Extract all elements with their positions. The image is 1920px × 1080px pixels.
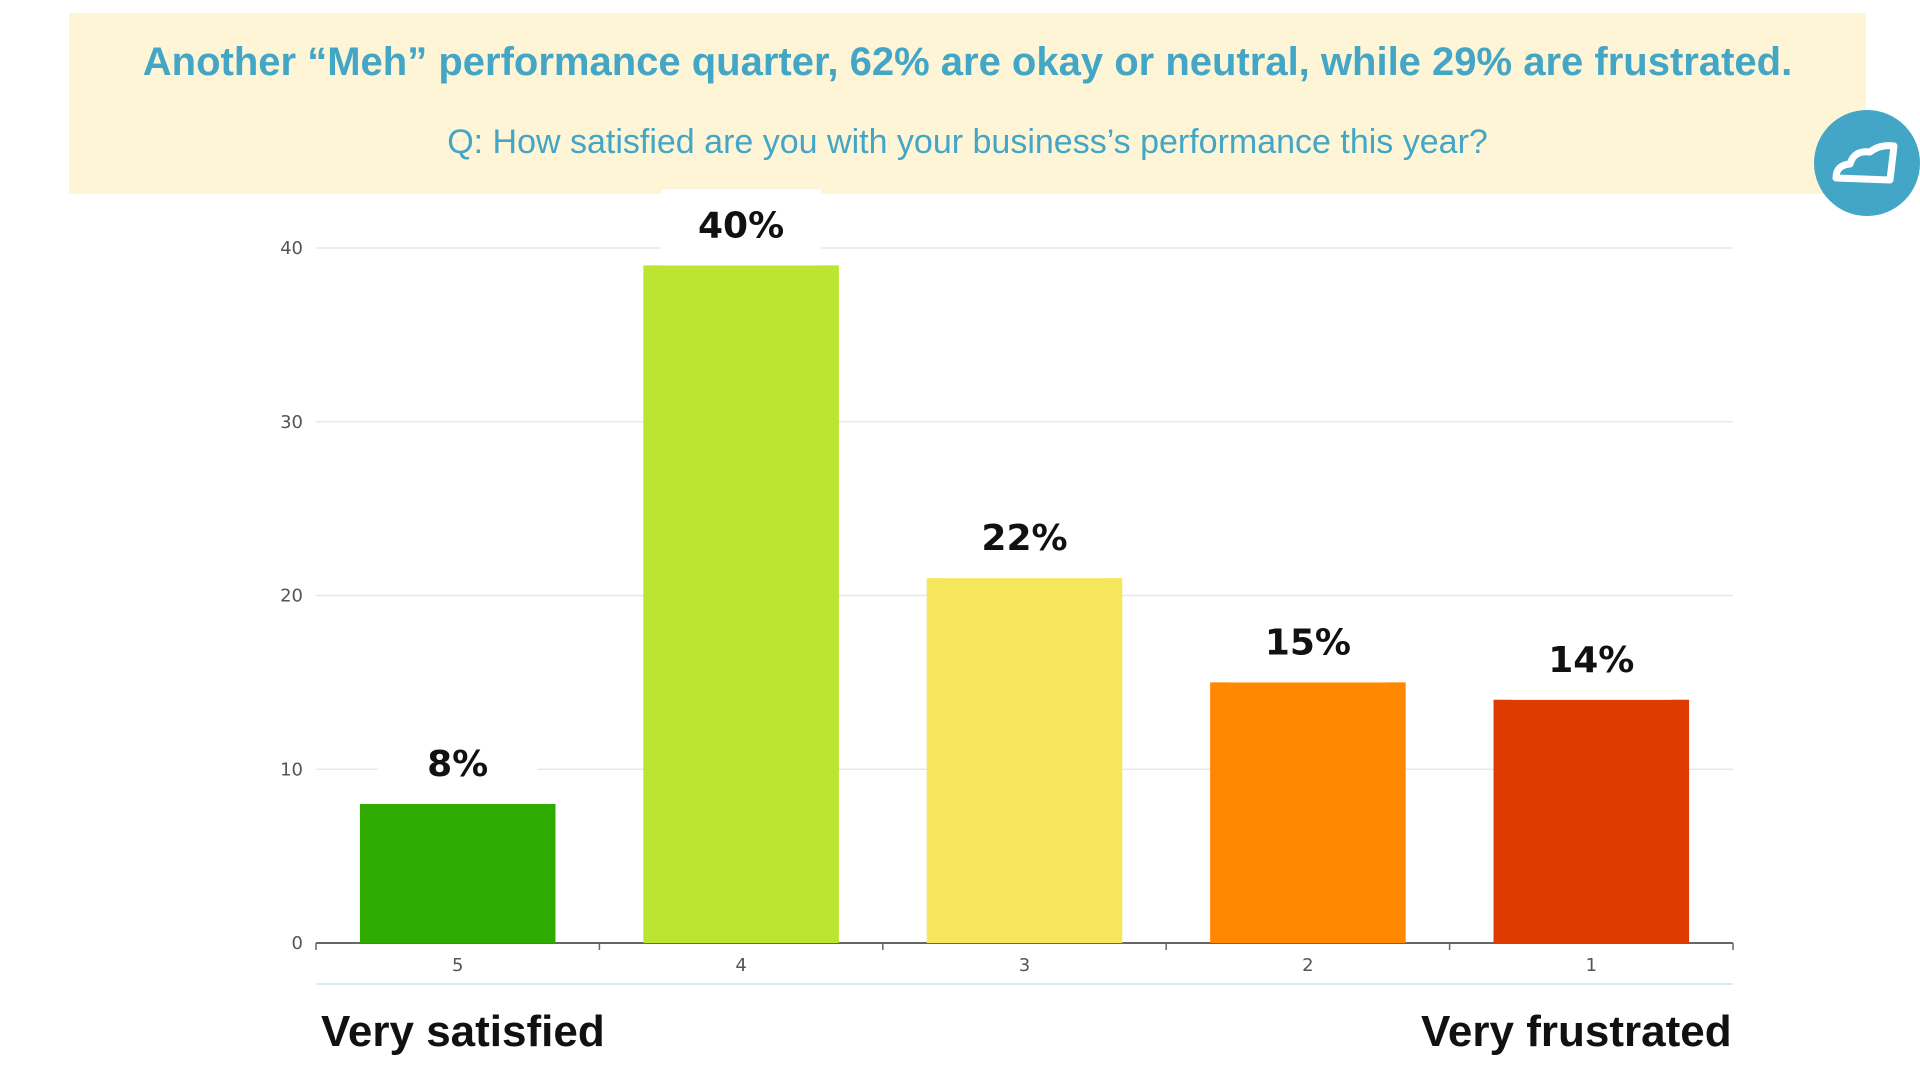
bars	[359, 265, 1690, 943]
y-tick-label: 40	[280, 238, 303, 259]
survey-question: Q: How satisfied are you with your busin…	[447, 123, 1488, 161]
data-label-background	[1227, 606, 1388, 683]
bar-1	[1493, 699, 1690, 943]
data-label: 40%	[698, 205, 784, 246]
bar-2	[1210, 682, 1406, 943]
data-label: 15%	[1265, 622, 1351, 663]
bar-4	[643, 265, 839, 943]
bar-3	[926, 578, 1123, 943]
y-tick-label: 10	[280, 759, 303, 780]
y-tick-label: 0	[292, 933, 303, 954]
data-label-background	[661, 189, 822, 266]
data-labels: 8% 40% 22% 15% 14%	[377, 189, 1672, 804]
scale-label-left: Very satisfied	[321, 1007, 605, 1056]
x-tick-label: 2	[1302, 955, 1313, 976]
y-tick-label: 20	[280, 586, 303, 607]
cloud-icon	[1814, 110, 1920, 216]
data-label: 8%	[427, 744, 488, 785]
data-label-background	[944, 502, 1105, 579]
x-tick-label: 4	[735, 955, 746, 976]
data-label: 22%	[981, 518, 1067, 559]
data-label-background	[1511, 623, 1672, 700]
bar-5	[359, 804, 556, 943]
x-tick-label: 5	[452, 955, 463, 976]
x-tick-label: 3	[1019, 955, 1030, 976]
x-tick-label: 1	[1586, 955, 1597, 976]
header-banner	[69, 13, 1866, 194]
data-label-background	[377, 728, 538, 804]
data-label: 14%	[1548, 640, 1634, 681]
scale-label-right: Very frustrated	[1421, 1007, 1732, 1056]
y-tick-label: 30	[280, 412, 303, 433]
page-title: Another “Meh” performance quarter, 62% a…	[142, 40, 1793, 84]
